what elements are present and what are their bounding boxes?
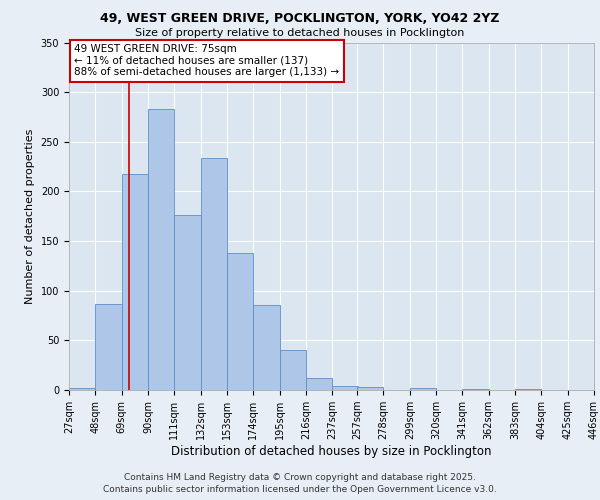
Bar bbox=[357, 387, 383, 390]
Bar bbox=[410, 388, 436, 390]
Text: Contains HM Land Registry data © Crown copyright and database right 2025.: Contains HM Land Registry data © Crown c… bbox=[124, 472, 476, 482]
Bar bbox=[463, 389, 489, 390]
Bar bbox=[253, 304, 280, 390]
X-axis label: Distribution of detached houses by size in Pocklington: Distribution of detached houses by size … bbox=[171, 445, 492, 458]
Bar bbox=[227, 253, 253, 390]
Bar bbox=[515, 389, 541, 390]
Text: 49, WEST GREEN DRIVE, POCKLINGTON, YORK, YO42 2YZ: 49, WEST GREEN DRIVE, POCKLINGTON, YORK,… bbox=[100, 12, 500, 26]
Text: Size of property relative to detached houses in Pocklington: Size of property relative to detached ho… bbox=[136, 28, 464, 38]
Bar bbox=[306, 378, 332, 390]
Text: Contains public sector information licensed under the Open Government Licence v3: Contains public sector information licen… bbox=[103, 485, 497, 494]
Bar bbox=[280, 350, 306, 390]
Bar bbox=[148, 109, 174, 390]
Y-axis label: Number of detached properties: Number of detached properties bbox=[25, 128, 35, 304]
Bar bbox=[95, 304, 122, 390]
Bar bbox=[69, 388, 95, 390]
Bar bbox=[122, 174, 148, 390]
Text: 49 WEST GREEN DRIVE: 75sqm
← 11% of detached houses are smaller (137)
88% of sem: 49 WEST GREEN DRIVE: 75sqm ← 11% of deta… bbox=[74, 44, 340, 78]
Bar bbox=[174, 216, 200, 390]
Bar bbox=[200, 158, 227, 390]
Bar bbox=[332, 386, 358, 390]
